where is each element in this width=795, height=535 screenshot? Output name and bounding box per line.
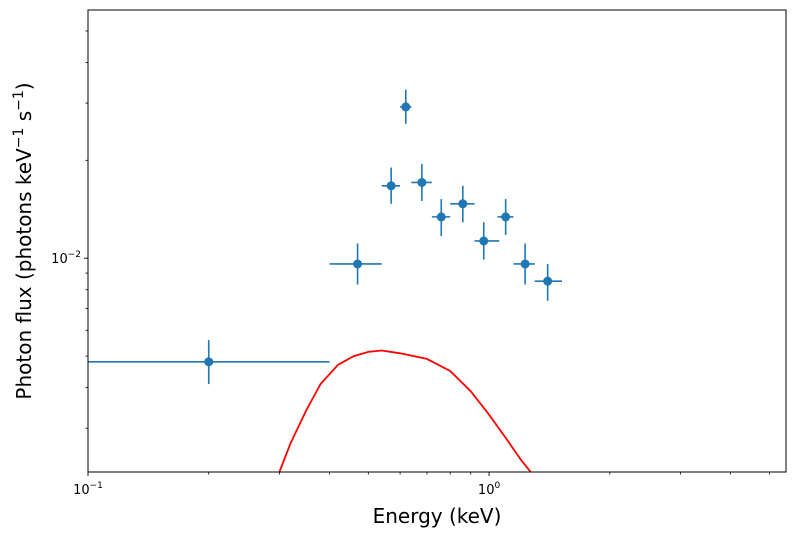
data-point — [474, 222, 500, 260]
data-marker — [479, 236, 489, 246]
tick-labels: 10−1 100 10−2 — [51, 250, 500, 498]
x-axis-label: Energy (keV) — [373, 504, 502, 528]
y-axis-label-exp1: −1 — [11, 128, 27, 149]
data-marker — [520, 259, 530, 269]
data-point — [329, 243, 382, 285]
data-marker — [417, 177, 427, 187]
y-axis-label-mid: s — [12, 111, 36, 128]
data-point — [411, 163, 432, 201]
x-tick-label: 10−1 — [73, 481, 103, 498]
major-ticks — [84, 257, 490, 476]
data-point — [381, 167, 401, 204]
data-point — [450, 185, 475, 223]
data-point — [431, 199, 451, 237]
data-point — [513, 243, 535, 285]
data-marker — [436, 212, 446, 222]
data-point — [534, 263, 562, 301]
y-tick-label: 10−2 — [51, 250, 81, 267]
data-point — [88, 340, 330, 385]
x-tick-label: 100 — [478, 481, 501, 498]
data-point — [497, 199, 514, 235]
plot-frame — [87, 9, 787, 473]
plot-area — [88, 10, 786, 472]
data-layer — [88, 89, 562, 472]
model-curve — [278, 349, 532, 472]
y-axis-label-exp2: −1 — [11, 90, 27, 111]
y-axis-label-end: ) — [12, 82, 36, 90]
data-marker — [543, 276, 553, 286]
data-marker — [458, 199, 468, 209]
data-marker — [401, 102, 411, 112]
data-marker — [386, 181, 396, 191]
data-marker — [501, 212, 511, 222]
data-marker — [204, 357, 214, 367]
data-marker — [353, 259, 363, 269]
y-axis-label: Photon flux (photons keV−1 s−1) — [11, 82, 36, 399]
data-point — [400, 89, 412, 124]
